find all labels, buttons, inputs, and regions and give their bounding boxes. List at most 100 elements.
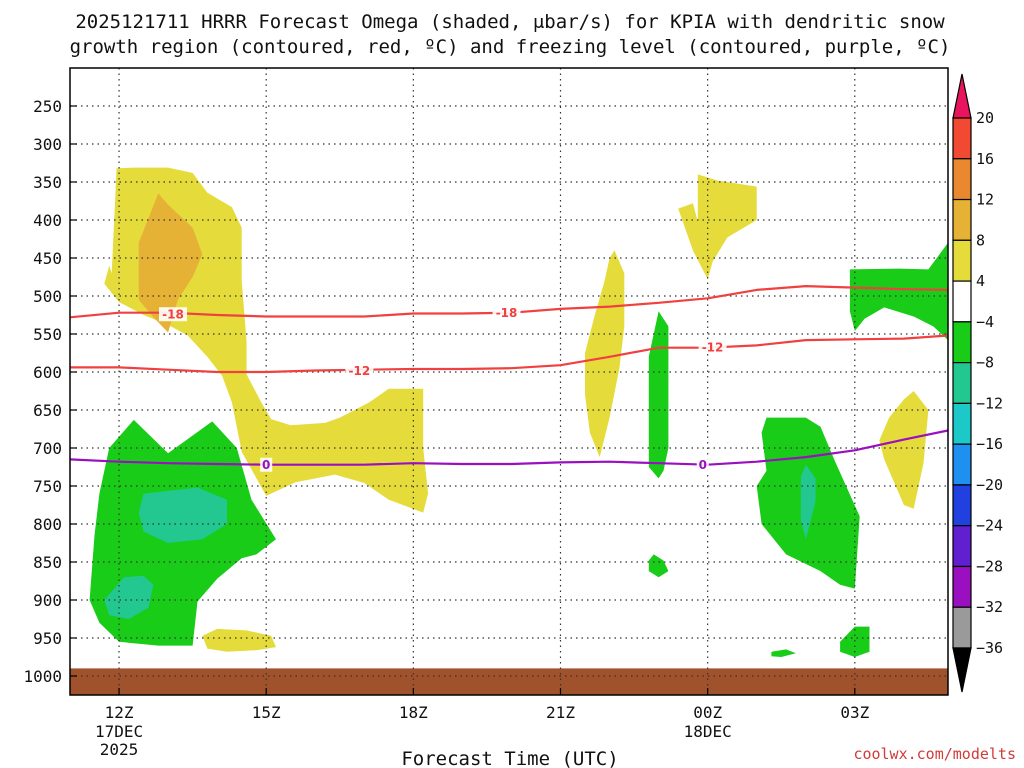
y-tick-label: 850: [33, 553, 62, 572]
x-tick-label: 03Z: [840, 703, 869, 722]
y-tick-label: 800: [33, 515, 62, 534]
colorbar-label: 20: [976, 109, 994, 127]
colorbar-swatch: [952, 443, 972, 486]
y-tick-label: 700: [33, 439, 62, 458]
contour-label-bg: [492, 305, 521, 320]
contour-label-bg: [345, 363, 374, 378]
colorbar-swatch: [952, 525, 972, 568]
dotted-grid: [70, 68, 948, 695]
x-tick-label: 18Z: [399, 703, 428, 722]
colorbar-swatch: [952, 117, 972, 160]
y-tick-label: 600: [33, 363, 62, 382]
colorbar-label: 8: [976, 231, 985, 249]
omega-region-4: [678, 174, 757, 280]
x-tick-date: 17DEC: [95, 722, 143, 741]
colorbar-swatch: [952, 484, 972, 527]
contour-label-text: -18: [162, 308, 184, 322]
colorbar-swatch: [952, 239, 972, 282]
colorbar-swatch: [952, 158, 972, 201]
omega-region-7: [138, 487, 227, 543]
y-tick-label: 750: [33, 477, 62, 496]
ground-below-surface: [70, 668, 948, 695]
y-tick-label: 350: [33, 173, 62, 192]
contour-label-bg: [698, 339, 727, 354]
colorbar-label: −20: [976, 476, 1003, 494]
colorbar: 20 16 12 8 4 −4 −8 −12 −16 −20 −24 −28 −32 −36: [952, 73, 1003, 693]
contour-label-2: -12: [345, 363, 374, 378]
contour-label-bg: [260, 457, 273, 472]
colorbar-label: −24: [976, 517, 1003, 535]
colorbar-swatch: [952, 362, 972, 404]
y-tick-label: 1000: [23, 667, 62, 686]
y-tick-label: 900: [33, 591, 62, 610]
colorbar-swatch: [952, 606, 972, 649]
colorbar-label: −32: [976, 598, 1003, 616]
omega-shading: [89, 167, 948, 657]
y-tick-label: 300: [33, 135, 62, 154]
y-tick-label: 650: [33, 401, 62, 420]
colorbar-label: 12: [976, 191, 994, 209]
temperature-contours: -18 -18 -12 -12 0 0: [70, 285, 948, 472]
x-tick-date: 18DEC: [684, 722, 732, 741]
credit-text: coolwx.com/modelts: [853, 745, 1016, 763]
contour-label-4: 0: [260, 457, 273, 472]
colorbar-swatch: [952, 280, 972, 323]
colorbar-swatch: [952, 321, 972, 364]
ground-fill: [70, 668, 948, 695]
x-tick-label: 00Z: [693, 703, 722, 722]
colorbar-label: −4: [976, 313, 994, 331]
contour-line-2: [70, 429, 948, 466]
title-line-2: growth region (contoured, red, ºC) and f…: [70, 36, 951, 58]
y-tick-label: 450: [33, 249, 62, 268]
omega-region-13: [771, 649, 796, 657]
colorbar-label: −28: [976, 557, 1003, 575]
colorbar-label: 4: [976, 272, 985, 290]
omega-region-3: [585, 250, 625, 458]
colorbar-swatch: [952, 565, 972, 608]
contour-label-text: -12: [349, 364, 371, 378]
y-tick-label: 400: [33, 211, 62, 230]
contour-label-text: -18: [496, 306, 518, 320]
colorbar-label: −16: [976, 435, 1003, 453]
omega-region-5: [879, 391, 929, 509]
y-tick-label: 550: [33, 325, 62, 344]
x-tick-label: 15Z: [252, 703, 281, 722]
colorbar-label: 16: [976, 150, 994, 168]
colorbar-swatch: [952, 402, 972, 445]
colorbar-label: −8: [976, 354, 994, 372]
chart-title: 2025121711 HRRR Forecast Omega (shaded, …: [70, 11, 951, 58]
colorbar-label: −36: [976, 639, 1003, 657]
x-axis-title: Forecast Time (UTC): [401, 748, 618, 768]
omega-region-12: [800, 464, 816, 540]
contour-line-1: [70, 334, 948, 374]
omega-region-9: [648, 311, 669, 479]
contour-label-bg: [696, 457, 709, 472]
y-tick-label: 250: [33, 97, 62, 116]
contour-label-text: 0: [699, 458, 707, 472]
contour-label-3: -12: [698, 339, 727, 354]
contour-label-0: -18: [159, 307, 188, 322]
omega-region-10: [648, 554, 669, 578]
contour-label-1: -18: [492, 305, 521, 320]
omega-region-8: [104, 575, 154, 619]
contour-label-text: -12: [702, 340, 724, 354]
y-tick-label: 500: [33, 287, 62, 306]
colorbar-swatch: [952, 198, 972, 241]
colorbar-top-triangle: [952, 73, 972, 119]
omega-region-1: [138, 193, 203, 333]
contour-label-text: 0: [262, 458, 270, 472]
pressure-axis: 250 300 350 400 450 500 550 600 650 700 750 800 850 9…: [23, 97, 77, 686]
title-line-1: 2025121711 HRRR Forecast Omega (shaded, …: [75, 11, 945, 33]
x-tick-year: 2025: [100, 740, 139, 759]
x-tick-label: 12Z: [105, 703, 134, 722]
x-tick-label: 21Z: [546, 703, 575, 722]
y-tick-label: 950: [33, 629, 62, 648]
colorbar-label: −12: [976, 394, 1003, 412]
omega-region-14: [840, 626, 870, 657]
omega-region-15: [849, 242, 948, 341]
plot-frame: [69, 67, 949, 696]
omega-region-2: [202, 628, 276, 652]
colorbar-bottom-triangle: [952, 647, 972, 693]
